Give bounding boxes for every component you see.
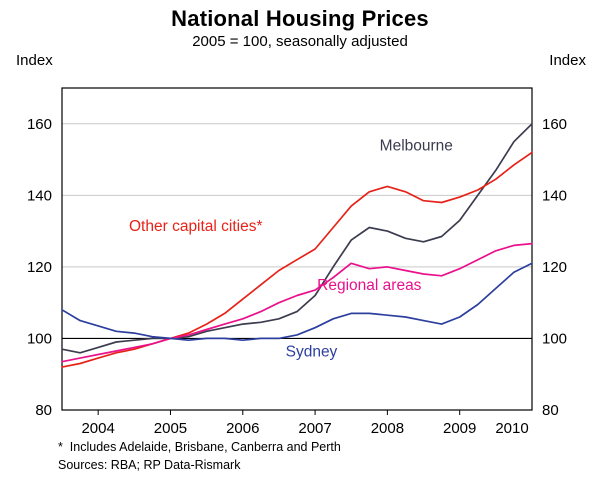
y-axis-unit-right: Index	[549, 52, 586, 69]
plot-frame	[61, 87, 533, 411]
series-line-regional-areas	[61, 242, 533, 363]
chart-title: National Housing Prices	[171, 6, 429, 31]
y-tick-label-left: 140	[27, 187, 52, 204]
y-tick-label-right: 80	[542, 402, 559, 419]
y-tick-label-right: 160	[542, 116, 567, 133]
footnote-sources: Sources: RBA; RP Data-Rismark	[58, 458, 241, 472]
y-tick-label-right: 140	[542, 187, 567, 204]
series-label-melbourne: Melbourne	[380, 138, 453, 155]
y-tick-label-left: 80	[35, 402, 52, 419]
chart-subtitle: 2005 = 100, seasonally adjusted	[192, 33, 408, 50]
y-tick-label-left: 160	[27, 116, 52, 133]
x-tick-label: 2005	[154, 420, 187, 437]
series-label-other-capital-cities: Other capital cities*	[129, 218, 263, 235]
y-axis-unit-left: Index	[16, 52, 53, 69]
x-tick-label: 2004	[81, 420, 114, 437]
x-tick-label: 2007	[298, 420, 331, 437]
y-tick-label-left: 120	[27, 259, 52, 276]
y-tick-label-left: 100	[27, 330, 52, 347]
series-line-sydney	[61, 262, 533, 342]
x-tick-label: 2008	[371, 420, 404, 437]
series-line-other-capital-cities	[61, 151, 533, 368]
series-label-regional-areas: Regional areas	[317, 277, 422, 294]
y-tick-label-right: 120	[542, 259, 567, 276]
y-tick-label-right: 100	[542, 330, 567, 347]
x-tick-label: 2006	[226, 420, 259, 437]
x-tick-label: 2010	[495, 420, 528, 437]
series-line-melbourne	[61, 122, 533, 354]
series-label-sydney: Sydney	[286, 343, 338, 360]
x-tick-label: 2009	[443, 420, 476, 437]
footnote-asterisk: * Includes Adelaide, Brisbane, Canberra …	[58, 440, 341, 454]
